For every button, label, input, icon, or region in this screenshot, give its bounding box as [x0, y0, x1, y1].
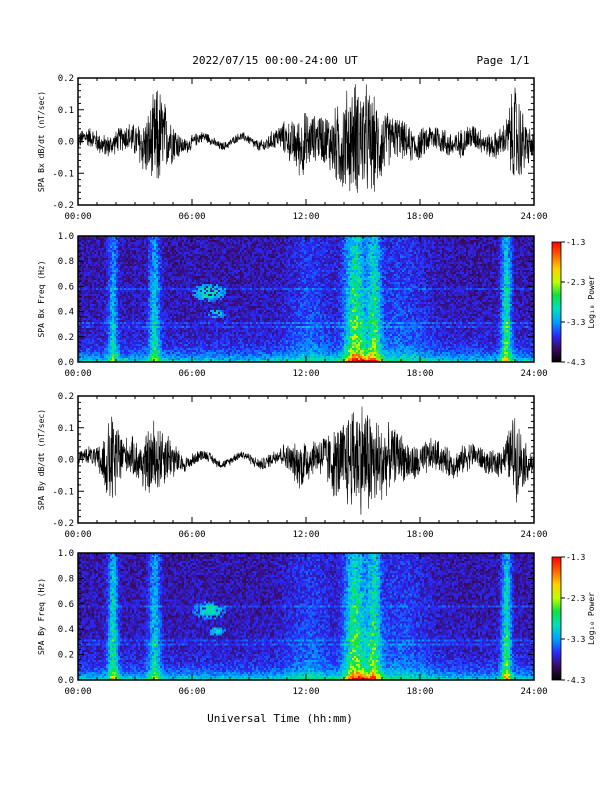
colorbar-bottom: -1.3 -2.3 -3.3 -4.3 Log₁₀ Power: [551, 553, 596, 685]
x-tick-label: 18:00: [406, 687, 433, 697]
y-tick-label: 0.8: [58, 257, 74, 267]
y-tick-label: 0.6: [58, 600, 74, 610]
y-tick-label: 0.0: [58, 358, 74, 368]
x-tick-label: 24:00: [520, 369, 547, 379]
bx-spectrogram-panel: 00:00 06:00 12:00 18:00 24:00 1.0 0.8 0.6 0.4 0.2…: [37, 232, 548, 379]
y-tick-label: 0.0: [58, 456, 74, 466]
colorbar-top: -1.3 -2.3 -3.3 -4.3 Log₁₀ Power: [551, 238, 596, 367]
plot-frame: [77, 395, 535, 524]
x-tick-label: 06:00: [178, 687, 205, 697]
y-tick-label: 0.2: [58, 333, 74, 343]
bx-waveform-series-line: [78, 84, 534, 193]
colorbar-bar: [551, 556, 562, 681]
x-tick-label: 12:00: [292, 212, 319, 222]
y-tick-label: 0.2: [58, 651, 74, 661]
bx-spectrogram-heatmap-image: [78, 236, 534, 362]
y-tick-label: 0.0: [58, 676, 74, 686]
x-tick-label: 12:00: [292, 687, 319, 697]
y-tick-label: 0.4: [58, 625, 74, 635]
y-tick-label: -0.1: [52, 169, 74, 179]
y-tick-label: 0.0: [58, 138, 74, 148]
bx-waveform-y-axis-label: SPA Bx dB/dt (nT/sec): [37, 91, 46, 192]
x-tick-label: 00:00: [64, 530, 91, 540]
page-indicator: Page 1/1: [477, 54, 530, 67]
y-tick-label: -0.2: [52, 201, 74, 211]
x-tick-label: 00:00: [64, 369, 91, 379]
colorbar-tick-label: -4.3: [566, 676, 585, 685]
colorbar-label: Log₁₀ Power: [587, 275, 596, 328]
x-tick-label: 24:00: [520, 687, 547, 697]
x-tick-label: 12:00: [292, 530, 319, 540]
colorbar-tick-label: -2.3: [566, 278, 585, 287]
by-spectrogram-panel: 00:00 06:00 12:00 18:00 24:00 1.0 0.8 0.6 0.4 0.2…: [37, 549, 548, 697]
x-tick-label: 18:00: [406, 369, 433, 379]
colorbar-bar: [551, 241, 562, 363]
colorbar-tick-label: -3.3: [566, 318, 585, 327]
x-tick-label: 18:00: [406, 530, 433, 540]
y-tick-label: 0.6: [58, 282, 74, 292]
colorbar-tick-label: -1.3: [566, 238, 585, 247]
y-tick-label: -0.1: [52, 487, 74, 497]
plot-frame: [77, 552, 535, 681]
colorbar-tick-label: -1.3: [566, 553, 585, 562]
y-tick-label: 1.0: [58, 549, 74, 559]
bx-waveform-panel: 00:00 06:00 12:00 18:00 24:00 0.2 0.1 0.0 -0.1 -0…: [37, 74, 548, 222]
x-tick-label: 06:00: [178, 530, 205, 540]
x-tick-label: 12:00: [292, 369, 319, 379]
colorbar-tick-label: -3.3: [566, 635, 585, 644]
chart-title: 2022/07/15 00:00-24:00 UT: [192, 54, 358, 67]
y-tick-label: 0.2: [58, 392, 74, 402]
y-tick-label: 0.4: [58, 308, 74, 318]
x-tick-label: 06:00: [178, 212, 205, 222]
plot-frame: [77, 77, 535, 206]
x-tick-label: 00:00: [64, 212, 91, 222]
bx-spectrogram-y-axis-label: SPA Bx Freq (Hz): [37, 260, 46, 337]
y-tick-label: 0.1: [58, 424, 74, 434]
x-tick-label: 00:00: [64, 687, 91, 697]
colorbar-tick-label: -2.3: [566, 594, 585, 603]
x-tick-label: 24:00: [520, 212, 547, 222]
x-tick-label: 24:00: [520, 530, 547, 540]
colorbar-label: Log₁₀ Power: [587, 592, 596, 645]
plot-frame: [77, 235, 535, 363]
y-tick-label: 0.2: [58, 74, 74, 84]
by-spectrogram-y-axis-label: SPA By Freq (Hz): [37, 578, 46, 655]
y-tick-label: 1.0: [58, 232, 74, 242]
x-tick-label: 06:00: [178, 369, 205, 379]
by-waveform-y-axis-label: SPA By dB/dt (nT/sec): [37, 409, 46, 510]
y-tick-label: -0.2: [52, 519, 74, 529]
y-tick-label: 0.8: [58, 574, 74, 584]
colorbar-tick-label: -4.3: [566, 358, 585, 367]
x-tick-label: 18:00: [406, 212, 433, 222]
by-waveform-panel: 00:00 06:00 12:00 18:00 24:00 0.2 0.1 0.0 -0.1 -0…: [37, 392, 548, 540]
y-tick-label: 0.1: [58, 106, 74, 116]
x-axis-title: Universal Time (hh:mm): [207, 712, 353, 725]
by-spectrogram-heatmap-image: [78, 553, 534, 680]
by-waveform-series-line: [78, 406, 534, 515]
